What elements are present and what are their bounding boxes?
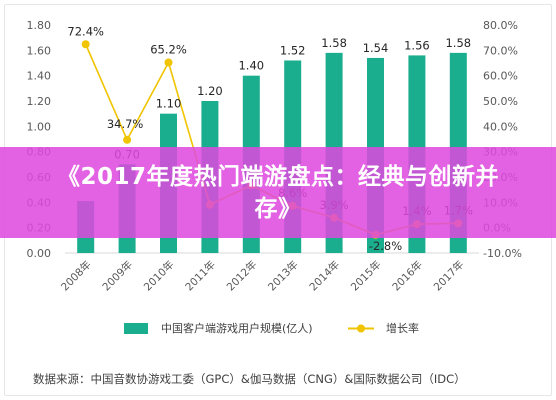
bar-value-label: 1.40 [238, 59, 264, 73]
y-right-tick-label: 50.0% [483, 95, 518, 108]
legend-line-label: 增长率 [386, 321, 419, 335]
y-left-tick-label: 1.20 [27, 95, 52, 108]
y-left-tick-label: 1.00 [27, 120, 52, 133]
y-left-tick-label: 0.00 [27, 247, 52, 260]
bar-value-label: 1.58 [445, 36, 471, 50]
y-left-tick-label: 1.80 [27, 19, 52, 32]
bar-value-label: 1.58 [321, 36, 347, 50]
x-tick-label: 2014年 [307, 258, 343, 294]
y-right-tick-label: 60.0% [483, 70, 518, 83]
x-tick-label: 2017年 [431, 258, 467, 294]
bar-value-label: 1.20 [197, 84, 223, 98]
bar-value-label: 1.10 [156, 97, 182, 111]
banner-title: 《2017年度热门端游盘点：经典与创新并存》 [56, 163, 499, 222]
x-tick-label: 2010年 [141, 258, 177, 294]
legend-bar-swatch [124, 323, 148, 334]
y-right-tick-label: 70.0% [483, 44, 518, 57]
bar-value-label: 1.56 [404, 38, 430, 52]
x-tick-label: 2011年 [183, 258, 219, 294]
data-source-note: 数据来源：中国音数协游戏工委（GPC）&伽马数据（CNG）&国际数据公司（IDC… [33, 372, 466, 386]
x-tick-label: 2012年 [224, 258, 260, 294]
legend-bar-label: 中国客户端游戏用户规模(亿人) [161, 321, 313, 335]
article-banner: 《2017年度热门端游盘点：经典与创新并存》 [0, 147, 556, 238]
x-tick-label: 2016年 [390, 258, 426, 294]
growth-point [123, 135, 132, 144]
growth-point [164, 58, 173, 67]
y-left-tick-label: 1.40 [27, 70, 52, 83]
legend-line-marker [357, 324, 365, 333]
legend: 中国客户端游戏用户规模(亿人) 增长率 [124, 321, 419, 335]
y-left-tick-label: 1.60 [27, 44, 52, 57]
bar-value-label: 1.54 [363, 41, 389, 55]
x-tick-label: 2015年 [348, 258, 384, 294]
growth-point [81, 40, 90, 49]
x-tick-label: 2008年 [58, 258, 94, 294]
y-right-tick-label: 40.0% [483, 120, 518, 133]
bar-value-label: 1.52 [280, 43, 306, 57]
growth-value-label: -2.8% [369, 239, 402, 253]
y-right-tick-label: 80.0% [483, 19, 518, 32]
growth-value-label: 72.4% [67, 24, 104, 38]
x-tick-label: 2013年 [265, 258, 301, 294]
x-tick-label: 2009年 [100, 258, 136, 294]
growth-value-label: 65.2% [150, 42, 187, 56]
growth-value-label: 34.7% [107, 117, 144, 131]
y-right-tick-label: -10.0% [483, 247, 522, 260]
